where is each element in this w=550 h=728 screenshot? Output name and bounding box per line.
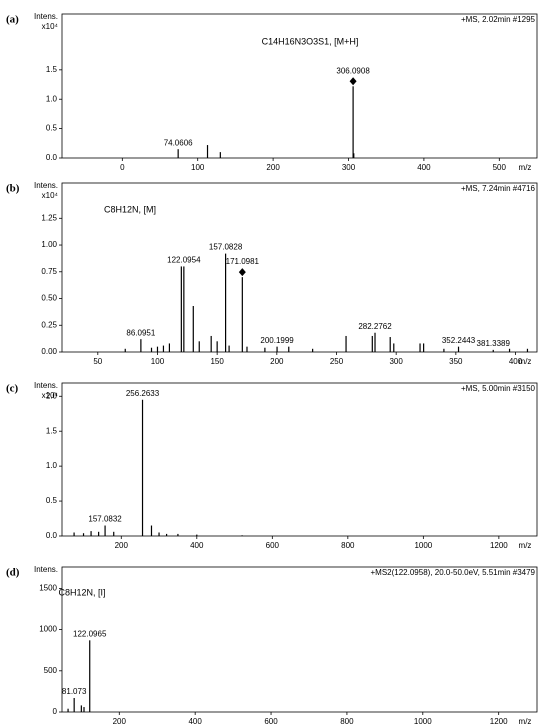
- y-tick-label: 1.5: [46, 426, 58, 435]
- peak-label: 352.2443: [442, 336, 476, 345]
- panel-label: (a): [6, 14, 19, 26]
- x-tick-label: 400: [190, 541, 204, 550]
- x-axis-title: m/z: [519, 717, 532, 726]
- peak-label: 381.3389: [477, 339, 511, 348]
- precursor-marker: [238, 268, 246, 277]
- y-tick-label: 0.0: [46, 531, 58, 540]
- peak-label: 256.2633: [126, 389, 160, 398]
- spectrum-header: +MS, 2.02min #1295: [461, 15, 536, 24]
- panel-label: (c): [6, 383, 19, 395]
- spectrum-header: +MS, 7.24min #4716: [461, 184, 536, 193]
- x-tick-label: 200: [270, 357, 284, 366]
- peak-label: 171.0981: [226, 257, 260, 266]
- x-tick-label: 200: [115, 541, 129, 550]
- y-tick-label: 1.0: [46, 461, 58, 470]
- panel-label: (b): [6, 183, 20, 195]
- formula: C8H12N, [M]: [104, 204, 156, 214]
- y-axis-unit: x10⁴: [42, 191, 59, 200]
- x-tick-label: 400: [417, 163, 431, 172]
- peak-label: 306.0908: [336, 66, 370, 75]
- x-tick-label: 600: [264, 717, 278, 726]
- y-tick-label: 1500: [39, 584, 57, 593]
- x-tick-label: 1200: [490, 541, 508, 550]
- x-tick-label: 1000: [414, 717, 432, 726]
- peak-label: 200.1999: [260, 336, 294, 345]
- panel-label: (d): [6, 567, 20, 579]
- x-tick-label: 1000: [414, 541, 432, 550]
- x-tick-label: 1200: [490, 717, 508, 726]
- y-tick-label: 0.0: [46, 153, 58, 162]
- y-axis-title: Intens.: [34, 12, 58, 21]
- y-axis-title: Intens.: [34, 181, 58, 190]
- x-tick-label: 100: [151, 357, 165, 366]
- plot-frame: [61, 566, 538, 713]
- y-axis-title: Intens.: [34, 565, 58, 574]
- y-axis-unit: x10⁴: [42, 391, 59, 400]
- x-tick-label: 800: [341, 541, 355, 550]
- formula: C8H12N, [I]: [58, 587, 105, 597]
- x-tick-label: 150: [210, 357, 224, 366]
- spectrum-header: +MS, 5.00min #3150: [461, 384, 536, 393]
- y-tick-label: 1.5: [46, 65, 58, 74]
- x-tick-label: 0: [120, 163, 125, 172]
- x-axis-title: m/z: [519, 541, 532, 550]
- plot-frame: [61, 182, 538, 353]
- x-tick-label: 350: [449, 357, 463, 366]
- peak-label: 282.2762: [358, 322, 392, 331]
- y-tick-label: 1000: [39, 625, 57, 634]
- x-tick-label: 300: [389, 357, 403, 366]
- formula: C14H16N3O3S1, [M+H]: [262, 36, 359, 46]
- x-tick-label: 200: [113, 717, 127, 726]
- y-tick-label: 0.00: [41, 347, 57, 356]
- y-tick-label: 0: [53, 707, 58, 716]
- plot-frame: [61, 13, 538, 159]
- y-tick-label: 0.75: [41, 267, 57, 276]
- x-tick-label: 200: [266, 163, 280, 172]
- y-tick-label: 1.0: [46, 94, 58, 103]
- x-tick-label: 400: [188, 717, 202, 726]
- x-tick-label: 800: [340, 717, 354, 726]
- peak-label: 81.073: [62, 687, 87, 696]
- x-tick-label: 250: [330, 357, 344, 366]
- x-tick-label: 600: [266, 541, 280, 550]
- peak-label: 122.0954: [167, 256, 201, 265]
- peak-label: 86.0951: [126, 328, 155, 337]
- x-tick-label: 400: [509, 357, 523, 366]
- y-tick-label: 0.50: [41, 294, 57, 303]
- x-tick-label: 500: [493, 163, 507, 172]
- y-tick-label: 0.25: [41, 320, 57, 329]
- y-axis-title: Intens.: [34, 381, 58, 390]
- y-tick-label: 2.0: [46, 391, 58, 400]
- peak-label: 157.0828: [209, 243, 243, 252]
- x-tick-label: 50: [93, 357, 102, 366]
- x-tick-label: 100: [191, 163, 205, 172]
- y-tick-label: 500: [44, 666, 58, 675]
- spectrum-header: +MS2(122.0958), 20.0-50.0eV, 5.51min #34…: [371, 568, 536, 577]
- y-axis-unit: x10⁴: [42, 22, 59, 31]
- plot-frame: [61, 382, 538, 537]
- x-axis-title: m/z: [519, 357, 532, 366]
- y-tick-label: 0.5: [46, 496, 58, 505]
- y-tick-label: 1.00: [41, 240, 57, 249]
- precursor-marker: [349, 77, 357, 86]
- x-axis-title: m/z: [519, 163, 532, 172]
- x-tick-label: 300: [342, 163, 356, 172]
- y-tick-label: 1.25: [41, 213, 57, 222]
- peak-label: 122.0965: [73, 629, 107, 638]
- y-tick-label: 0.5: [46, 124, 58, 133]
- peak-label: 157.0832: [88, 515, 122, 524]
- peak-label: 74.0606: [164, 138, 193, 147]
